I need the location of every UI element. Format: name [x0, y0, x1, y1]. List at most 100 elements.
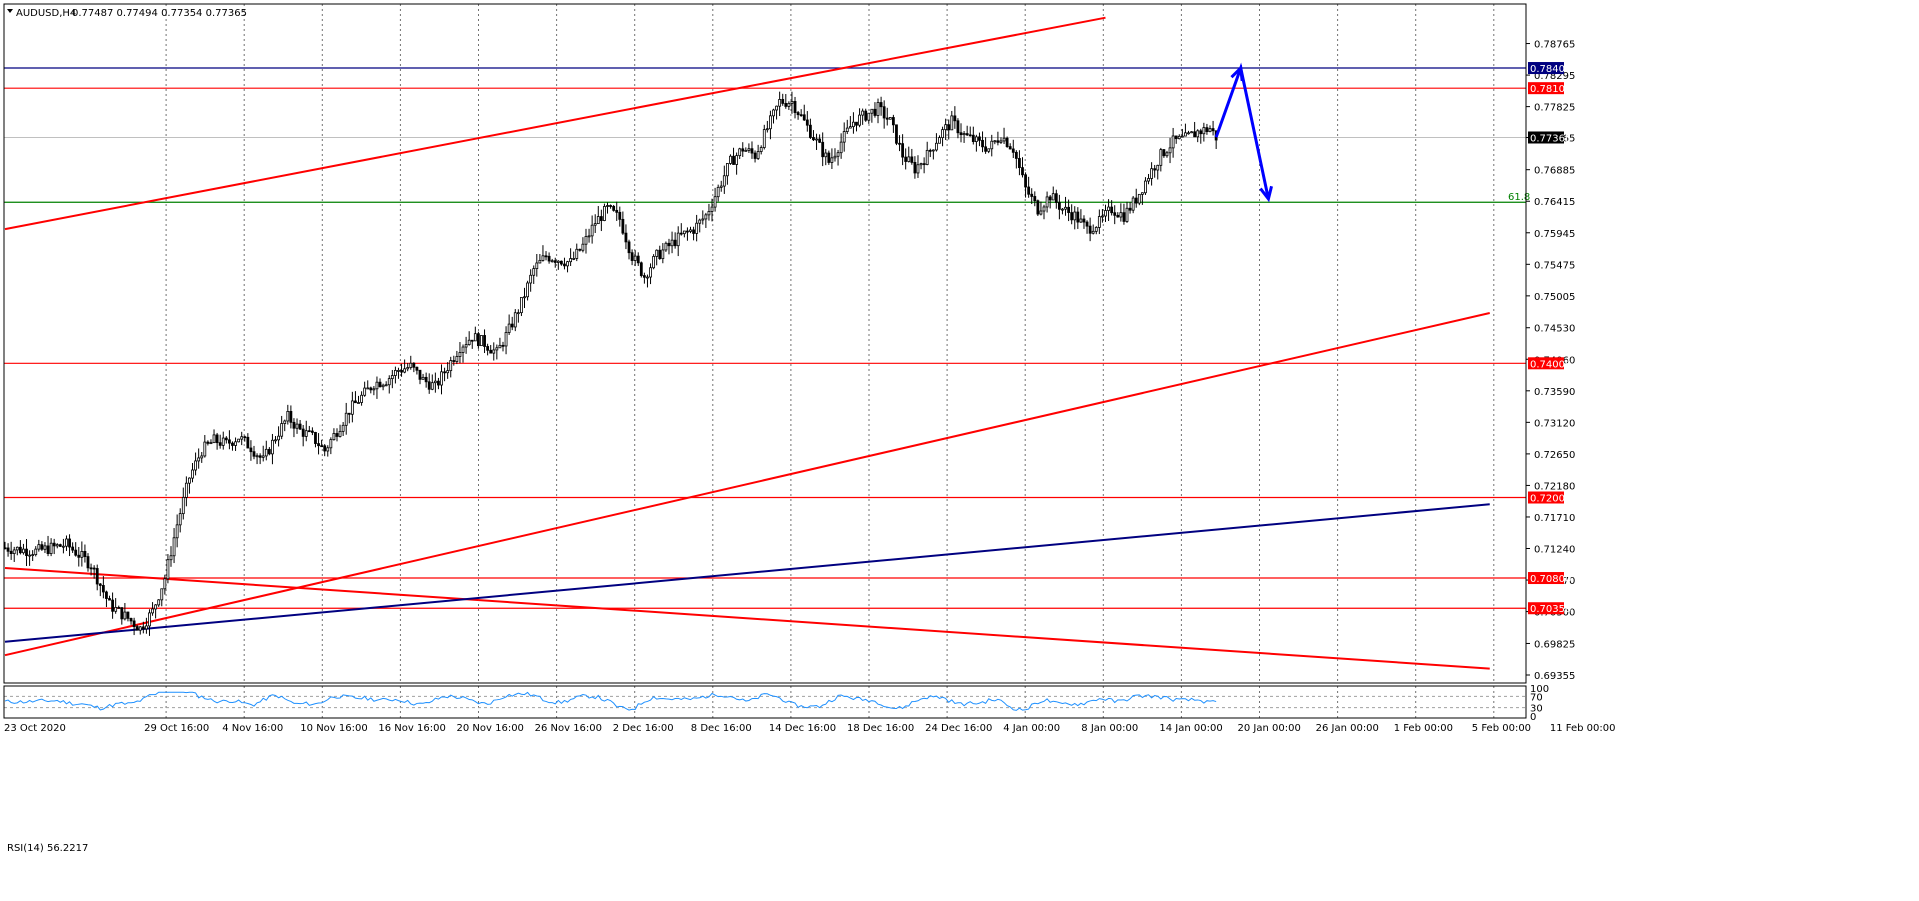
- rsi-axis-label: 100: [1530, 684, 1549, 695]
- candle: [707, 203, 711, 221]
- candle-body: [1045, 196, 1049, 208]
- candle-body: [858, 114, 861, 126]
- candle: [148, 609, 151, 636]
- candle-body: [1202, 127, 1206, 135]
- candle: [40, 541, 44, 551]
- candle: [46, 535, 50, 557]
- candle: [188, 477, 191, 494]
- trendline[interactable]: [4, 503, 1490, 643]
- candle: [360, 391, 363, 406]
- candle: [1067, 199, 1071, 222]
- candle: [1202, 122, 1206, 142]
- candle: [775, 105, 778, 120]
- candle-body: [151, 608, 154, 614]
- candle: [504, 326, 508, 355]
- candle-body: [802, 114, 806, 121]
- candle-body: [15, 546, 19, 551]
- candle-body: [295, 423, 299, 429]
- candle: [1205, 123, 1209, 135]
- candle-body: [476, 333, 480, 347]
- candle-body: [1033, 196, 1037, 202]
- candle: [1137, 193, 1141, 206]
- candle: [286, 404, 290, 425]
- candle: [762, 124, 766, 150]
- candle: [928, 148, 932, 158]
- candle-body: [77, 554, 81, 558]
- candle: [596, 206, 600, 225]
- candle-body: [799, 114, 803, 117]
- candle: [264, 440, 268, 461]
- candle: [855, 121, 858, 132]
- candle-body: [642, 275, 646, 278]
- candle: [295, 418, 299, 434]
- collapse-triangle-icon[interactable]: [7, 9, 13, 13]
- candle-body: [1119, 212, 1123, 218]
- candle: [885, 107, 889, 126]
- candle-body: [437, 380, 440, 386]
- candle-body: [397, 370, 400, 372]
- candle: [480, 335, 483, 347]
- candle: [393, 366, 397, 384]
- candle: [65, 535, 68, 551]
- candle: [237, 438, 241, 443]
- candle: [919, 162, 923, 170]
- candle-body: [212, 434, 216, 444]
- candle: [203, 435, 207, 458]
- candle-body: [578, 248, 582, 251]
- candle: [1193, 121, 1197, 138]
- y-tick-label: 0.72180: [1534, 481, 1575, 492]
- candle-body: [264, 448, 268, 457]
- candle-body: [449, 360, 453, 372]
- candle-body: [910, 156, 914, 163]
- candle: [467, 331, 471, 346]
- candle-body: [818, 138, 822, 143]
- candle: [1079, 209, 1083, 223]
- x-tick-label: 20 Nov 16:00: [457, 723, 524, 734]
- candle-body: [796, 112, 800, 116]
- candle-body: [572, 258, 576, 260]
- candle: [575, 243, 579, 262]
- candle: [344, 402, 348, 435]
- trendline[interactable]: [4, 566, 1490, 670]
- candle-body: [996, 140, 1000, 143]
- candle: [692, 226, 695, 241]
- trendlines[interactable]: [4, 16, 1490, 670]
- candle: [627, 239, 631, 260]
- trendline[interactable]: [4, 16, 1106, 231]
- fib-level-label: 61.8: [1508, 192, 1530, 203]
- candle: [978, 132, 981, 147]
- candle-body: [956, 120, 960, 134]
- candle: [962, 131, 966, 143]
- candle-body: [845, 127, 849, 132]
- candle-body: [947, 124, 951, 131]
- forecast-arrow[interactable]: [1214, 62, 1273, 203]
- candle-body: [464, 344, 468, 348]
- candle: [563, 257, 566, 270]
- candle-body: [200, 455, 204, 459]
- candle: [722, 165, 726, 194]
- candle: [301, 425, 305, 447]
- candle-body: [427, 381, 431, 390]
- candle-body: [510, 323, 514, 328]
- candle: [578, 248, 582, 252]
- candle-body: [1027, 186, 1031, 195]
- candle: [1101, 208, 1104, 223]
- candle: [898, 135, 901, 152]
- candle: [888, 117, 892, 120]
- candle: [489, 344, 493, 354]
- candle-body: [49, 542, 53, 554]
- candle-body: [1187, 132, 1190, 135]
- y-tick-label: 0.76415: [1534, 197, 1575, 208]
- candle: [1024, 172, 1027, 198]
- horizontal-levels[interactable]: 61.8: [4, 67, 1530, 609]
- candle: [873, 102, 877, 118]
- candle: [732, 147, 735, 165]
- candle-body: [584, 236, 588, 245]
- candle: [744, 147, 748, 152]
- candle: [1184, 123, 1187, 137]
- candle-body: [430, 382, 434, 390]
- candle: [698, 218, 702, 233]
- trendline[interactable]: [4, 311, 1490, 657]
